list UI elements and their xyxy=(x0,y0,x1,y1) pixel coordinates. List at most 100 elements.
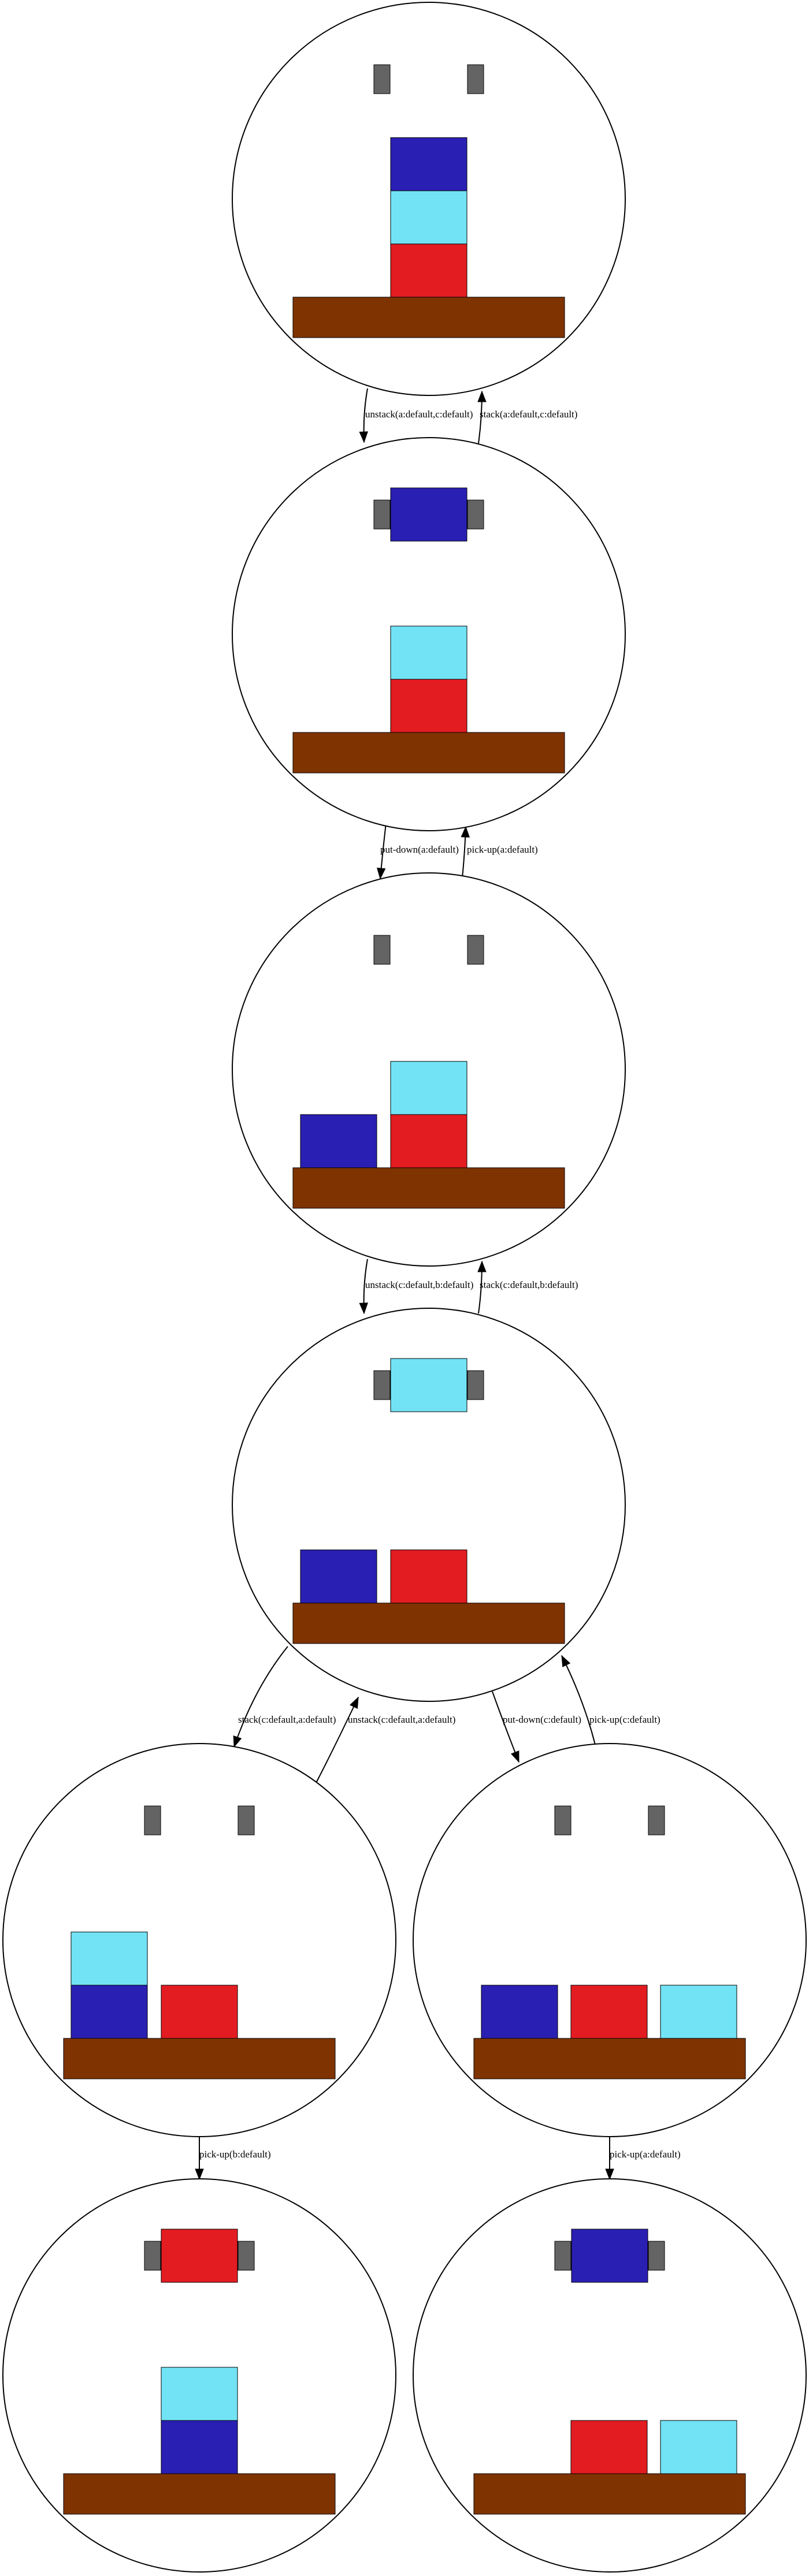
edge-s4-s6 xyxy=(195,2136,204,2181)
gripper-right-jaw-icon xyxy=(237,1805,255,1835)
block-b xyxy=(390,1114,467,1168)
gripper-left-jaw-icon xyxy=(144,2241,161,2271)
table-icon xyxy=(473,2473,746,2515)
gripper-right-jaw-icon xyxy=(467,935,484,965)
block-a xyxy=(390,137,467,191)
edge-s2-s3 xyxy=(359,1259,368,1315)
table-icon xyxy=(292,1167,565,1209)
gripper-left-jaw-icon xyxy=(373,1370,391,1400)
edge-label: put-down(a:default) xyxy=(380,844,459,855)
block-a-held xyxy=(390,487,467,542)
block-c xyxy=(390,626,467,680)
block-b xyxy=(570,1985,648,2039)
table-icon xyxy=(473,2038,746,2079)
state-node xyxy=(413,2178,807,2573)
block-c xyxy=(161,2367,238,2421)
edge-label: unstack(c:default,a:default) xyxy=(348,1714,455,1725)
gripper-left-jaw-icon xyxy=(144,1805,161,1835)
state-node xyxy=(232,2,626,396)
gripper-left-jaw-icon xyxy=(373,935,391,965)
table-icon xyxy=(292,1602,565,1644)
block-b xyxy=(390,679,467,733)
edge-label: stack(c:default,a:default) xyxy=(238,1714,336,1725)
gripper-right-jaw-icon xyxy=(467,499,484,530)
gripper-left-jaw-icon xyxy=(554,2241,572,2271)
edge-label: pick-up(c:default) xyxy=(589,1714,660,1725)
block-c-held xyxy=(390,1358,467,1412)
edge-label: unstack(a:default,c:default) xyxy=(365,409,473,420)
edge-s2-s1 xyxy=(461,826,470,878)
state-node xyxy=(232,1308,626,1702)
block-a xyxy=(300,1114,377,1168)
gripper-left-jaw-icon xyxy=(554,1805,572,1835)
block-a-held xyxy=(571,2229,648,2283)
block-a xyxy=(70,1985,148,2039)
state-node xyxy=(2,1743,396,2137)
edge-line xyxy=(316,1697,359,1782)
edge-line xyxy=(233,1646,288,1748)
arrowhead-icon xyxy=(195,2168,204,2181)
labels-layer: unstack(a:default,c:default) stack(a:defa… xyxy=(199,409,681,2160)
edge-label: stack(a:default,c:default) xyxy=(480,409,577,420)
arrowhead-icon xyxy=(233,1735,242,1748)
edge-s4-s3 xyxy=(316,1696,359,1782)
block-c xyxy=(660,2420,737,2474)
block-c xyxy=(390,190,467,245)
gripper-right-jaw-icon xyxy=(467,64,484,94)
edge-label: pick-up(b:default) xyxy=(199,2149,271,2160)
gripper-right-jaw-icon xyxy=(467,1370,484,1400)
arrowhead-icon xyxy=(605,2168,614,2181)
block-b xyxy=(390,1549,467,1604)
gripper-right-jaw-icon xyxy=(237,2241,255,2271)
block-a xyxy=(161,2420,238,2474)
edge-s5-s7 xyxy=(605,2136,614,2181)
arrowhead-icon xyxy=(377,867,386,880)
block-c xyxy=(390,1061,467,1115)
edge-s3-s5 xyxy=(492,1691,519,1763)
arrowhead-icon xyxy=(359,431,368,443)
table-icon xyxy=(292,732,565,773)
edge-s3-s4 xyxy=(233,1646,288,1748)
state-node xyxy=(2,2178,396,2573)
edge-line xyxy=(561,1655,596,1745)
table-icon xyxy=(63,2038,336,2079)
edge-s1-s0 xyxy=(477,390,487,444)
block-b xyxy=(570,2420,648,2474)
table-icon xyxy=(292,297,565,338)
state-node xyxy=(413,1743,807,2137)
state-node xyxy=(232,437,626,831)
gripper-left-jaw-icon xyxy=(373,499,391,530)
edge-label: unstack(c:default,b:default) xyxy=(365,1279,473,1290)
edge-label: put-down(c:default) xyxy=(503,1714,581,1725)
edge-label: pick-up(a:default) xyxy=(610,2149,681,2160)
arrowhead-icon xyxy=(477,1260,487,1272)
gripper-left-jaw-icon xyxy=(373,64,391,94)
block-b xyxy=(390,243,467,298)
edge-s0-s1 xyxy=(359,388,368,443)
arrowhead-icon xyxy=(477,390,487,402)
edge-label: pick-up(a:default) xyxy=(467,844,538,855)
arrowhead-icon xyxy=(510,1750,519,1763)
block-b xyxy=(161,1985,238,2039)
edge-label: stack(c:default,b:default) xyxy=(480,1279,578,1290)
block-c xyxy=(660,1985,737,2039)
block-b-held xyxy=(161,2229,238,2283)
block-c xyxy=(70,1931,148,1986)
arrowhead-icon xyxy=(461,826,470,838)
gripper-right-jaw-icon xyxy=(648,1805,665,1835)
edge-s1-s2 xyxy=(377,823,387,880)
edge-s5-s3 xyxy=(561,1655,596,1745)
table-icon xyxy=(63,2473,336,2515)
edge-line xyxy=(492,1691,519,1763)
arrowhead-icon xyxy=(359,1302,368,1315)
arrowhead-icon xyxy=(350,1696,359,1709)
block-a xyxy=(300,1549,377,1604)
gripper-right-jaw-icon xyxy=(648,2241,665,2271)
arrowhead-icon xyxy=(561,1655,571,1668)
state-node xyxy=(232,872,626,1267)
edges-layer xyxy=(195,388,614,2181)
edge-s3-s2 xyxy=(477,1260,487,1314)
block-a xyxy=(481,1985,558,2039)
